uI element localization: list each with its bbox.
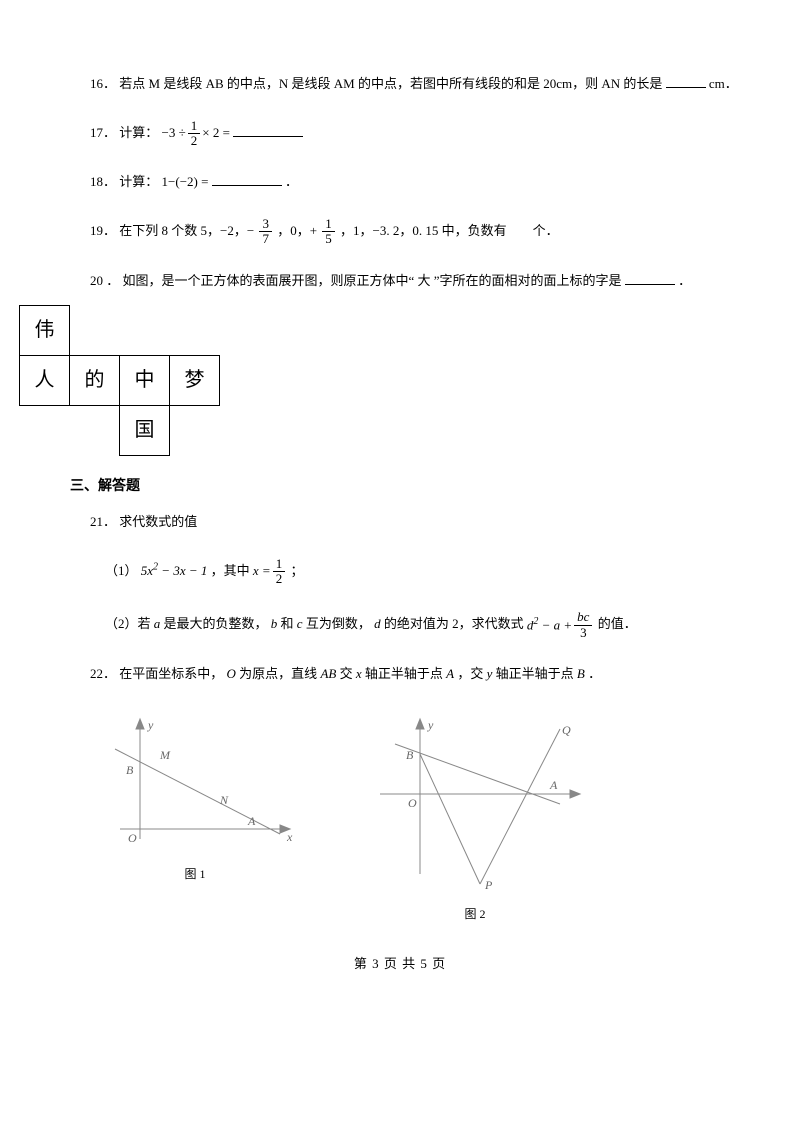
fraction: 3 7 — [259, 217, 272, 247]
fraction: 1 2 — [188, 119, 201, 149]
svg-text:y: y — [147, 718, 154, 732]
q17-label: 计算： — [119, 125, 158, 140]
net-cell-zhong: 中 — [119, 355, 170, 406]
coordinate-graph-2: y O B A Q P — [360, 709, 590, 899]
svg-text:A: A — [549, 778, 558, 792]
blank-fill[interactable] — [212, 172, 282, 186]
figure-2: y O B A Q P 图 2 — [360, 709, 590, 924]
svg-text:B: B — [126, 763, 134, 777]
question-20: 20 ． 如图，是一个正方体的表面展开图，则原正方体中“ 大 ”字所在的面相对的… — [90, 271, 740, 292]
figure-2-caption: 图 2 — [464, 905, 485, 924]
q22-number: 22． — [90, 666, 116, 681]
fraction: 1 5 — [322, 217, 335, 247]
q19-number: 19． — [90, 223, 116, 238]
q16-unit: cm． — [709, 76, 738, 91]
cube-net: 伟 人 的 中 梦 国 — [20, 306, 740, 456]
svg-text:B: B — [406, 748, 414, 762]
svg-text:Q: Q — [562, 723, 571, 737]
question-18: 18． 计算： 1−(−2) = ． — [90, 172, 740, 193]
q18-expression: 1−(−2) = — [162, 174, 209, 189]
svg-text:y: y — [427, 718, 434, 732]
net-cell-guo: 国 — [119, 405, 170, 456]
svg-text:M: M — [159, 748, 171, 762]
net-cell-wei: 伟 — [19, 305, 70, 356]
blank-fill[interactable] — [625, 271, 675, 285]
svg-text:x: x — [286, 830, 293, 844]
question-19: 19． 在下列 8 个数 5，−2，− 3 7 ，0，+ 1 5 ，1，−3. … — [90, 217, 740, 247]
svg-text:O: O — [128, 831, 137, 845]
fraction: bc 3 — [574, 610, 592, 640]
question-16: 16． 若点 M 是线段 AB 的中点，N 是线段 AM 的中点，若图中所有线段… — [90, 74, 740, 95]
net-cell-de: 的 — [69, 355, 120, 406]
fraction: 1 2 — [273, 557, 286, 587]
q21-part2: （2）若 a 是最大的负整数， b 和 c 互为倒数， d 的绝对值为 2，求代… — [105, 610, 740, 640]
net-cell-meng: 梦 — [169, 355, 220, 406]
q21-number: 21． — [90, 514, 116, 529]
q18-label: 计算： — [119, 174, 158, 189]
question-21: 21． 求代数式的值 — [90, 512, 740, 533]
q22-figures: y x O B M N A 图 1 — [90, 709, 740, 924]
blank-fill[interactable] — [233, 123, 303, 137]
question-22: 22． 在平面坐标系中， O 为原点，直线 AB 交 x 轴正半轴于点 A ，交… — [90, 664, 740, 685]
q21-p2-expr: d2 − a + bc 3 — [527, 610, 595, 640]
q17-expression: −3 ÷ 1 2 × 2 — [162, 119, 220, 149]
q21-p1-xeq: x = 1 2 — [253, 557, 287, 587]
net-cell-ren: 人 — [19, 355, 70, 406]
question-17: 17． 计算： −3 ÷ 1 2 × 2 = — [90, 119, 740, 149]
q20-number: 20 ． — [90, 273, 119, 288]
coordinate-graph-1: y x O B M N A — [90, 709, 300, 859]
q21-p1-expr: 5x2 − 3x − 1 — [141, 563, 208, 578]
svg-text:P: P — [484, 878, 493, 892]
section-3-heading: 三、解答题 — [70, 476, 740, 498]
q21-part1: （1） 5x2 − 3x − 1 ，其中 x = 1 2 ； — [105, 557, 740, 587]
svg-text:O: O — [408, 796, 417, 810]
figure-1: y x O B M N A 图 1 — [90, 709, 300, 924]
page-footer: 第 3 页 共 5 页 — [60, 954, 740, 975]
q16-text: 若点 M 是线段 AB 的中点，N 是线段 AM 的中点，若图中所有线段的和是 … — [119, 76, 662, 91]
svg-text:A: A — [247, 814, 256, 828]
q18-number: 18． — [90, 174, 116, 189]
svg-text:N: N — [219, 793, 229, 807]
q16-number: 16． — [90, 76, 116, 91]
q21-title: 求代数式的值 — [119, 514, 197, 529]
q17-number: 17． — [90, 125, 116, 140]
figure-1-caption: 图 1 — [184, 865, 205, 884]
blank-fill[interactable] — [666, 74, 706, 88]
